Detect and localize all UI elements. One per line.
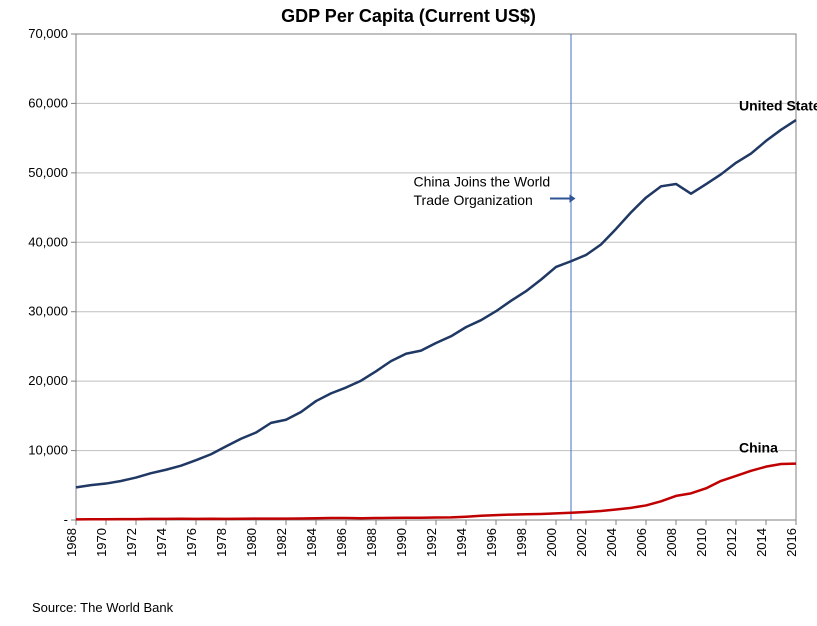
x-tick-label: 2012 <box>724 528 739 557</box>
y-tick-label: 10,000 <box>28 443 68 458</box>
chart-container: GDP Per Capita (Current US$) -10,00020,0… <box>0 0 817 626</box>
x-tick-label: 2006 <box>634 528 649 557</box>
y-tick-label: 20,000 <box>28 373 68 388</box>
x-tick-label: 2002 <box>574 528 589 557</box>
x-tick-label: 1980 <box>244 528 259 557</box>
series-label-united-states: United States <box>739 97 817 113</box>
x-tick-label: 2016 <box>784 528 799 557</box>
x-tick-label: 2004 <box>604 528 619 557</box>
x-tick-label: 1972 <box>124 528 139 557</box>
series-label-china: China <box>739 440 778 456</box>
x-tick-label: 2010 <box>694 528 709 557</box>
x-tick-label: 1988 <box>364 528 379 557</box>
y-tick-label: 50,000 <box>28 165 68 180</box>
x-tick-label: 1996 <box>484 528 499 557</box>
annotation-text: China Joins the World <box>414 174 551 190</box>
x-tick-label: 2008 <box>664 528 679 557</box>
annotation-text: Trade Organization <box>414 192 533 208</box>
y-tick-label: - <box>64 512 68 527</box>
y-tick-label: 60,000 <box>28 95 68 110</box>
x-tick-label: 1974 <box>154 528 169 557</box>
x-tick-label: 2000 <box>544 528 559 557</box>
x-tick-label: 1984 <box>304 528 319 557</box>
x-tick-label: 1994 <box>454 528 469 557</box>
x-tick-label: 1986 <box>334 528 349 557</box>
x-tick-label: 1998 <box>514 528 529 557</box>
x-tick-label: 1982 <box>274 528 289 557</box>
plot-border <box>76 34 796 520</box>
y-tick-label: 70,000 <box>28 26 68 41</box>
x-tick-label: 1970 <box>94 528 109 557</box>
x-tick-label: 1976 <box>184 528 199 557</box>
x-tick-label: 2014 <box>754 528 769 557</box>
x-tick-label: 1968 <box>64 528 79 557</box>
series-line-china <box>76 464 796 520</box>
chart-svg: - 10,000 20,000 30,000 40,000 50,000 60,000 70,… <box>0 0 817 626</box>
y-tick-label: 40,000 <box>28 234 68 249</box>
x-tick-label: 1990 <box>394 528 409 557</box>
x-tick-label: 1978 <box>214 528 229 557</box>
y-tick-label: 30,000 <box>28 304 68 319</box>
source-label: Source: The World Bank <box>32 600 173 615</box>
x-tick-label: 1992 <box>424 528 439 557</box>
annotation-arrow-head <box>570 194 576 202</box>
